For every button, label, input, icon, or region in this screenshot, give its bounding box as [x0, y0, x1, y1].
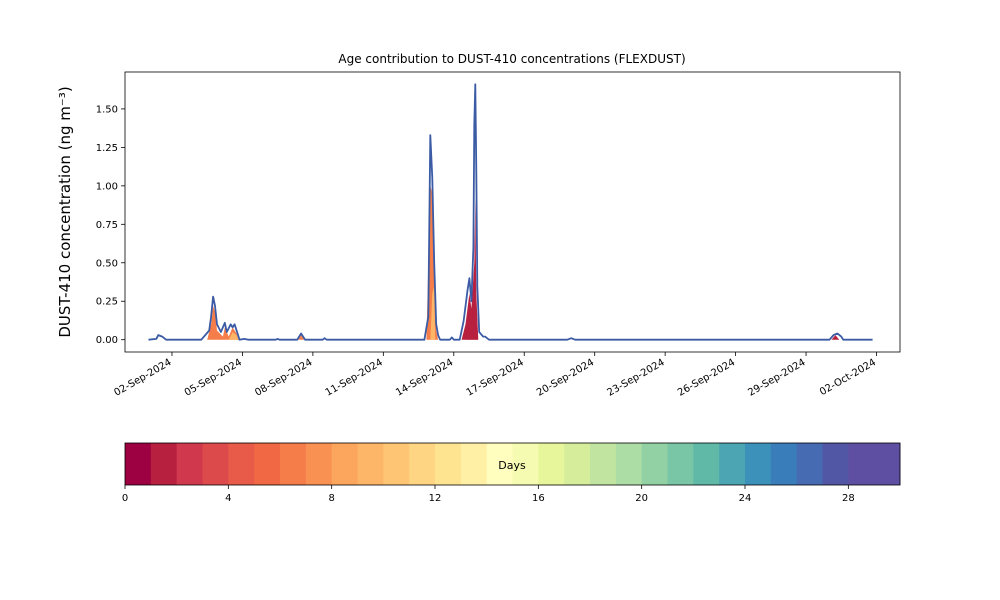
x-tick-label: 23-Sep-2024 [606, 357, 667, 399]
plot-frame [124, 71, 901, 353]
colorbar-bin [254, 443, 281, 485]
colorbar-bin [460, 443, 488, 485]
colorbar-bin [202, 443, 229, 485]
colorbar-bin [512, 443, 539, 485]
colorbar-bin [745, 443, 772, 485]
x-tick-label: 11-Sep-2024 [324, 357, 385, 399]
age-contribution-fills [207, 185, 840, 340]
colorbar-bin [150, 443, 178, 485]
colorbar-tick-label: 24 [739, 493, 752, 504]
age-fill-area [831, 335, 840, 340]
age-fill-area [228, 332, 239, 340]
colorbar-bin [796, 443, 823, 485]
colorbar-bin [125, 443, 152, 485]
y-axis-label: DUST-410 concentration (ng m⁻³) [56, 86, 74, 337]
x-tick-label: 20-Sep-2024 [535, 357, 596, 399]
colorbar-tick-label: 0 [122, 493, 128, 504]
colorbar-bin [409, 443, 436, 485]
colorbar [124, 442, 901, 486]
colorbar-bin [822, 443, 849, 485]
x-tick-label: 02-Sep-2024 [112, 357, 173, 399]
colorbar-bin [641, 443, 668, 485]
colorbar-tick-label: 20 [635, 493, 648, 504]
x-tick-label: 08-Sep-2024 [253, 357, 314, 399]
colorbar-bin [383, 443, 410, 485]
x-tick-label: 05-Sep-2024 [183, 357, 244, 399]
age-fill-area [430, 285, 436, 340]
x-tick-label: 29-Sep-2024 [746, 357, 807, 399]
colorbar-bin [538, 443, 565, 485]
colorbar-frame [124, 442, 901, 486]
colorbar-bin [305, 443, 333, 485]
y-tick-label: 1.50 [96, 104, 118, 115]
x-axis: 02-Sep-2024 05-Sep-2024 08-Sep-2024 11-Sep-… [112, 352, 878, 399]
y-tick-label: 0.75 [96, 220, 118, 231]
colorbar-tick-label: 8 [328, 493, 334, 504]
colorbar-bin [280, 443, 307, 485]
colorbar-bin [564, 443, 591, 485]
colorbar-tick-label: 4 [225, 493, 231, 504]
colorbar-bin [693, 443, 720, 485]
x-tick-label: 17-Sep-2024 [465, 357, 526, 399]
y-tick-label: 0.50 [96, 258, 118, 269]
colorbar-bin [770, 443, 798, 485]
colorbar-bin [590, 443, 617, 485]
x-tick-label: 26-Sep-2024 [676, 357, 737, 399]
colorbar-bin [435, 443, 462, 485]
y-axis: 0.00 0.25 0.50 0.75 1.00 1.25 1.50 [96, 104, 125, 346]
colorbar-bin [848, 443, 875, 485]
y-tick-label: 0.00 [96, 335, 118, 346]
y-tick-label: 1.25 [96, 143, 118, 154]
colorbar-bin [615, 443, 643, 485]
total-concentration-line [148, 83, 873, 341]
colorbar-bin [667, 443, 694, 485]
age-fill-area [461, 198, 479, 340]
total-series-line [148, 83, 873, 341]
colorbar-bin [357, 443, 384, 485]
age-fill-area [298, 335, 305, 340]
y-tick-label: 0.25 [96, 297, 118, 308]
y-tick-label: 1.00 [96, 181, 118, 192]
colorbar-ticks: 0 4 8 12 16 20 24 28 [122, 485, 855, 504]
colorbar-bin [228, 443, 255, 485]
x-tick-label: 14-Sep-2024 [394, 357, 455, 399]
colorbar-bin [176, 443, 203, 485]
colorbar-bin [719, 443, 746, 485]
x-tick-label: 02-Oct-2024 [818, 357, 878, 398]
colorbar-bin [874, 443, 901, 485]
chart-title: Age contribution to DUST-410 concentrati… [338, 52, 685, 66]
colorbar-bin [331, 443, 358, 485]
colorbar-tick-label: 28 [842, 493, 855, 504]
colorbar-bin [486, 443, 513, 485]
colorbar-tick-label: 12 [429, 493, 442, 504]
colorbar-tick-label: 16 [532, 493, 545, 504]
colorbar-label: Days [498, 459, 526, 472]
